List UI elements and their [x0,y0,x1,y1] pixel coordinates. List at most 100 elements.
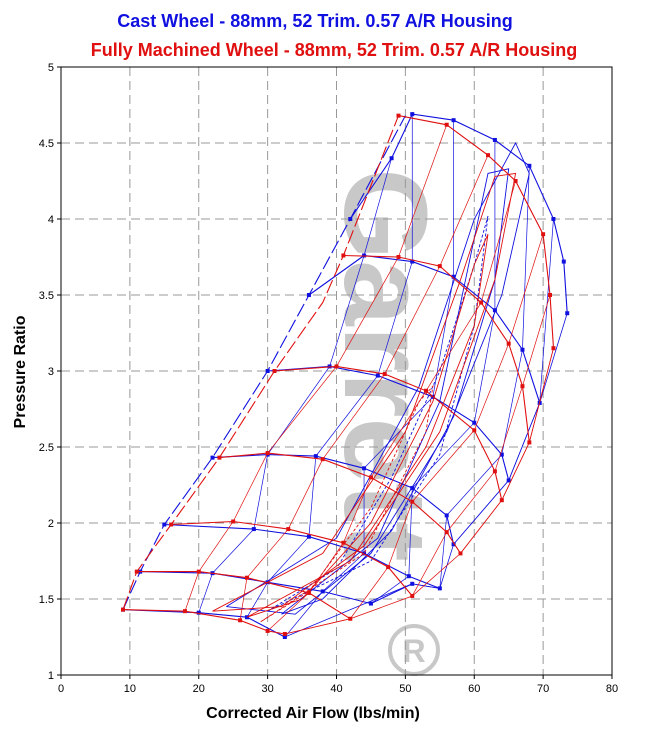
axes: 0 10 20 30 40 50 60 70 80 1 1.5 2 2.5 3 3.5 4 4.5 5 [39,62,618,695]
efficiency-contour-segment [284,618,351,635]
efficiency-contour-segment [473,343,510,431]
efficiency-contour-segment [308,542,344,594]
data-point [265,369,270,373]
chart-title-machined: Fully Machined Wheel - 88mm, 52 Trim. 0.… [91,40,577,60]
efficiency-contour-segment [439,155,489,267]
x-tick-label: 40 [330,683,342,695]
efficiency-contour-segment [446,454,503,516]
x-tick-label: 60 [468,683,480,695]
data-point [120,607,125,612]
efficiency-contour-segment [522,294,551,387]
efficiency-contour-segment [253,454,268,530]
y-tick-label: 5 [48,62,54,74]
efficiency-contour-segment [439,515,448,589]
efficiency-contour-segment [370,390,427,478]
efficiency-contour-segment [501,349,523,455]
efficiency-contour-segment [184,571,200,612]
data-point [561,259,566,264]
efficiency-contour-segment [246,528,289,578]
efficiency-contour-segment [343,477,372,543]
watermark-registered-circle [388,624,440,676]
series-machined-wheel [120,113,556,636]
x-tick-label: 80 [606,683,618,695]
efficiency-contour-segment [446,471,496,533]
x-tick-label: 20 [193,683,205,695]
efficiency-contour-segment [267,592,310,632]
efficiency-contour-segment [529,348,554,443]
data-point [348,217,353,221]
efficiency-contour-segment [322,553,365,592]
y-tick-label: 4.5 [39,138,54,150]
efficiency-contour-segment [508,234,544,344]
efficiency-contour-segment [246,582,268,618]
data-point [217,455,222,460]
efficiency-contour-segment [284,591,323,638]
data-point [134,569,139,574]
y-tick-label: 2 [48,518,54,530]
surge-line [122,115,406,610]
x-tick-label: 10 [124,683,136,695]
efficiency-island [246,234,489,618]
efficiency-contour-segment [412,583,440,589]
efficiency-contour-segment [267,366,337,454]
efficiency-contour-segment [425,302,482,391]
efficiency-contour-segment [539,218,554,403]
x-tick-label: 70 [537,683,549,695]
efficiency-contour-segment [267,536,310,583]
efficiency-contour-segment [349,566,389,619]
efficiency-contour-segment [411,531,448,597]
efficiency-contour-segment [198,573,213,613]
efficiency-contour-segment [198,521,234,572]
chart-title-cast: Cast Wheel - 88mm, 52 Trim. 0.57 A/R Hou… [117,11,512,31]
y-tick-label: 3 [48,366,54,378]
y-tick-label: 1 [48,670,54,682]
data-point [272,369,277,373]
speed-line [164,523,441,589]
y-axis-label: Pressure Ratio [12,315,29,428]
efficiency-contour-segment [432,276,454,397]
efficiency-contour-segment [473,310,496,423]
watermark-registered-letter: R [402,633,425,669]
efficiency-contour-segment [411,430,475,502]
grid-lines [61,67,612,675]
efficiency-contour-segment [508,402,541,481]
efficiency-island [212,172,517,612]
efficiency-contour-segment [329,255,365,367]
efficiency-contour-segment [412,422,475,489]
efficiency-contour-segment [494,386,523,472]
efficiency-contour-segment [363,396,434,469]
x-axis-label: Corrected Air Flow (lbs/min) [206,705,420,722]
efficiency-contour-segment [387,501,413,568]
data-point [396,113,401,118]
y-tick-label: 3.5 [39,290,54,302]
efficiency-contour-segment [287,459,324,530]
efficiency-contour-segment [384,265,441,375]
y-tick-label: 1.5 [39,594,54,606]
efficiency-contour-segment [308,456,317,537]
efficiency-contour-segment [336,256,399,367]
efficiency-contour-segment [370,575,410,604]
x-tick-label: 0 [58,683,64,695]
efficiency-contour-segment [460,499,503,554]
efficiency-contour-segment [377,261,413,376]
efficiency-contour-segment [322,373,385,460]
data-point [162,522,167,527]
efficiency-contour-segment [522,165,530,350]
efficiency-contour-segment [212,528,255,574]
x-tick-label: 50 [399,683,411,695]
efficiency-contour-segment [363,158,392,256]
efficiency-contour-segment [232,452,268,522]
speed-line [122,609,286,638]
data-point [210,455,215,460]
y-tick-label: 4 [48,214,54,226]
efficiency-contour-segment [398,124,448,258]
data-point [341,253,346,258]
data-point [169,522,174,527]
x-tick-label: 30 [262,683,274,695]
data-point [306,293,311,297]
efficiency-contour-segment [315,375,379,457]
efficiency-contour-segment [480,180,516,303]
speed-line [171,520,413,597]
series-layer [120,112,570,639]
